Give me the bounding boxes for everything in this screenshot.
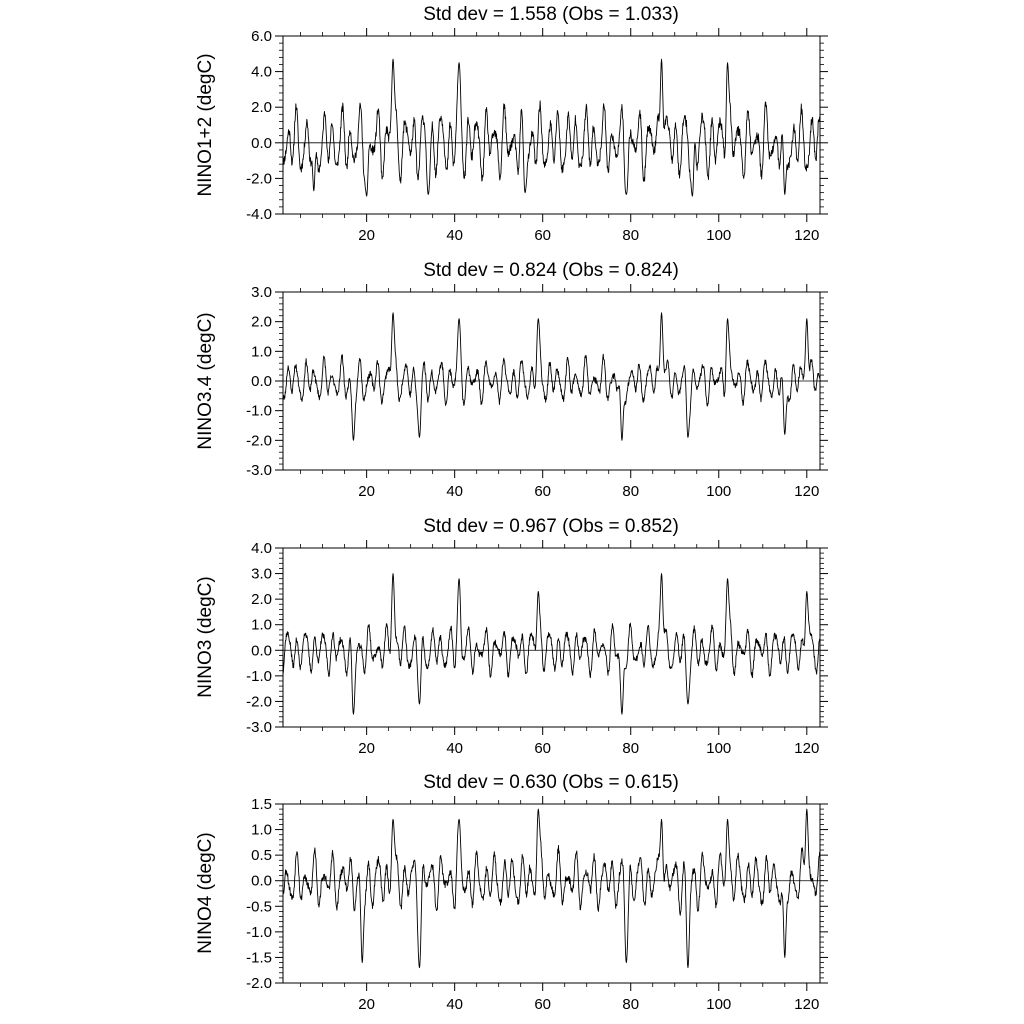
x-tick-label: 60: [534, 996, 551, 1013]
x-tick-label: 100: [706, 227, 731, 244]
x-tick-label: 120: [794, 996, 819, 1013]
y-tick-label: -3.0: [246, 719, 272, 736]
panel-nino4: Std dev = 0.630 (Obs = 0.615) NINO4 (deg…: [195, 772, 828, 1013]
x-tick-label: 60: [534, 483, 551, 500]
x-tick-label: 80: [622, 740, 639, 757]
panel-nino34: Std dev = 0.824 (Obs = 0.824) NINO3.4 (d…: [195, 260, 828, 500]
x-tick-label: 80: [622, 483, 639, 500]
y-tick-label: -3.0: [246, 462, 272, 479]
panel-title: Std dev = 0.824 (Obs = 0.824): [423, 260, 679, 281]
y-tick-label: 3.0: [251, 566, 272, 583]
plot-frame: [282, 35, 821, 215]
panel-title: Std dev = 1.558 (Obs = 1.033): [423, 4, 679, 25]
series-line: [282, 312, 821, 441]
y-tick-label: 1.5: [251, 796, 272, 813]
y-axis-label: NINO3.4 (degC): [195, 312, 216, 449]
x-tick-label: 120: [794, 740, 819, 757]
y-tick-label: 6.0: [251, 28, 272, 45]
y-tick-label: 4.0: [251, 540, 272, 557]
y-tick-label: -2.0: [246, 975, 272, 992]
y-tick-label: -2.0: [246, 432, 272, 449]
x-tick-label: 60: [534, 740, 551, 757]
y-tick-label: 0.0: [251, 873, 272, 890]
y-tick-label: 3.0: [251, 284, 272, 301]
x-tick-label: 100: [706, 740, 731, 757]
x-tick-label: 40: [446, 227, 463, 244]
plot-area: 1.5 1.0 0.5 0.0 -0.5 -1.0 -1.5 -2.0 20 40 60 80 100 1…: [246, 796, 828, 1013]
y-tick-label: 0.0: [251, 373, 272, 390]
y-tick-label: -1.0: [246, 924, 272, 941]
y-tick-label: -1.5: [246, 949, 272, 966]
x-tick-label: 40: [446, 996, 463, 1013]
x-tick-label: 40: [446, 483, 463, 500]
x-tick-label: 80: [622, 996, 639, 1013]
x-tick-label: 120: [794, 483, 819, 500]
y-tick-label: -1.0: [246, 668, 272, 685]
plot-area: 6.0 4.0 2.0 0.0 -2.0 -4.0 20 40 60 80 100 120: [246, 28, 828, 244]
y-tick-label: 0.0: [251, 642, 272, 659]
y-tick-label: 1.0: [251, 617, 272, 634]
plot-area: 3.0 2.0 1.0 0.0 -1.0 -2.0 -3.0 20 40 60 80 100 120: [246, 284, 828, 500]
panel-nino3: Std dev = 0.967 (Obs = 0.852) NINO3 (deg…: [195, 516, 828, 757]
x-tick-label: 40: [446, 740, 463, 757]
y-tick-label: 0.5: [251, 847, 272, 864]
y-tick-label: 2.0: [251, 99, 272, 116]
y-axis-label: NINO3 (degC): [195, 576, 216, 697]
x-tick-label: 100: [706, 996, 731, 1013]
y-tick-label: -2.0: [246, 693, 272, 710]
series-line: [282, 573, 821, 715]
plot-frame: [282, 547, 821, 728]
y-tick-label: -0.5: [246, 898, 272, 915]
series-line: [282, 808, 821, 969]
y-tick-label: 1.0: [251, 822, 272, 839]
panel-title: Std dev = 0.630 (Obs = 0.615): [423, 772, 679, 793]
series-line: [282, 58, 821, 197]
y-tick-label: 1.0: [251, 343, 272, 360]
panel-nino12: Std dev = 1.558 (Obs = 1.033) NINO1+2 (d…: [195, 4, 828, 244]
x-tick-label: 20: [358, 996, 375, 1013]
x-tick-label: 20: [358, 227, 375, 244]
x-tick-label: 120: [794, 227, 819, 244]
panel-title: Std dev = 0.967 (Obs = 0.852): [423, 516, 679, 537]
y-tick-label: -4.0: [246, 206, 272, 223]
y-tick-label: -1.0: [246, 403, 272, 420]
y-axis-label: NINO1+2 (degC): [195, 53, 216, 196]
y-tick-label: -2.0: [246, 170, 272, 187]
x-tick-label: 20: [358, 483, 375, 500]
x-tick-label: 20: [358, 740, 375, 757]
y-tick-label: 2.0: [251, 314, 272, 331]
y-axis-label: NINO4 (degC): [195, 832, 216, 953]
y-tick-label: 2.0: [251, 591, 272, 608]
y-tick-label: 0.0: [251, 135, 272, 152]
plot-area: 4.0 3.0 2.0 1.0 0.0 -1.0 -2.0 -3.0 20 40 60 80 100 12…: [246, 540, 828, 757]
x-tick-label: 80: [622, 227, 639, 244]
y-tick-label: 4.0: [251, 64, 272, 81]
x-tick-label: 100: [706, 483, 731, 500]
x-tick-label: 60: [534, 227, 551, 244]
